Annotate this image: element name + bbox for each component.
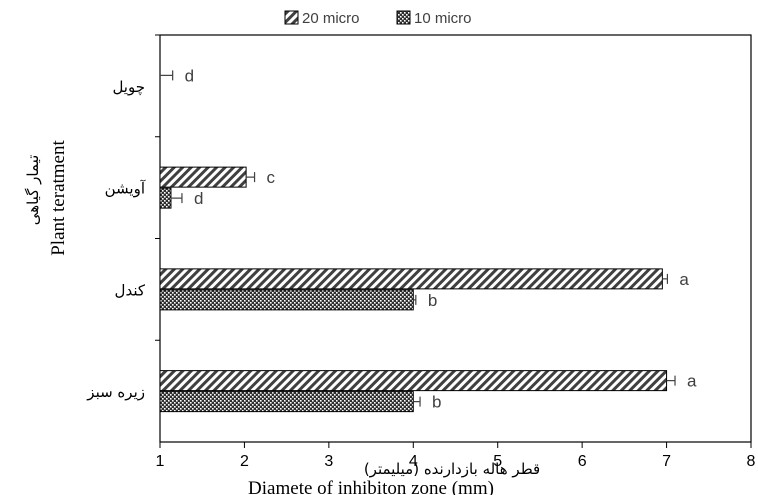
significance-label: b	[432, 393, 441, 412]
bar	[159, 187, 172, 209]
legend-label-10-micro: 10 micro	[414, 10, 472, 27]
legend-swatch-20-micro	[284, 10, 299, 25]
category-label: کندل	[115, 281, 146, 299]
significance-label: d	[185, 66, 194, 85]
x-tick-label: 7	[662, 453, 671, 470]
bar	[159, 370, 668, 392]
significance-label: a	[687, 372, 697, 391]
x-tick-label: 6	[578, 453, 587, 470]
significance-label: c	[267, 168, 276, 187]
bar	[159, 268, 663, 290]
x-tick-label: 3	[324, 453, 333, 470]
x-axis-label-en: Diamete of inhibiton zone (mm)	[248, 478, 494, 495]
x-axis-label-fa: قطر هاله بازدارنده (میلیمتر)	[364, 460, 540, 478]
significance-label: a	[679, 270, 689, 289]
significance-label: d	[194, 189, 203, 208]
x-tick-label: 8	[747, 453, 756, 470]
category-label: آویشن	[105, 180, 146, 198]
x-tick-label: 5	[493, 453, 502, 470]
x-tick-label: 4	[409, 453, 418, 470]
bar	[159, 289, 414, 311]
legend-swatch-10-micro	[396, 10, 411, 25]
y-axis-label-en: Plant teratment	[48, 140, 69, 256]
bar	[159, 391, 414, 413]
x-tick-label: 2	[240, 453, 249, 470]
category-label: چویل	[112, 78, 145, 96]
x-tick-label: 1	[156, 453, 165, 470]
y-axis-label-fa: تیمار گیاهی	[24, 155, 42, 226]
category-label: زیره سبز	[86, 383, 145, 401]
legend-label-20-micro: 20 micro	[302, 10, 360, 27]
significance-label: b	[428, 291, 437, 310]
legend: 20 micro 10 micro	[284, 10, 472, 27]
bar	[159, 166, 247, 188]
